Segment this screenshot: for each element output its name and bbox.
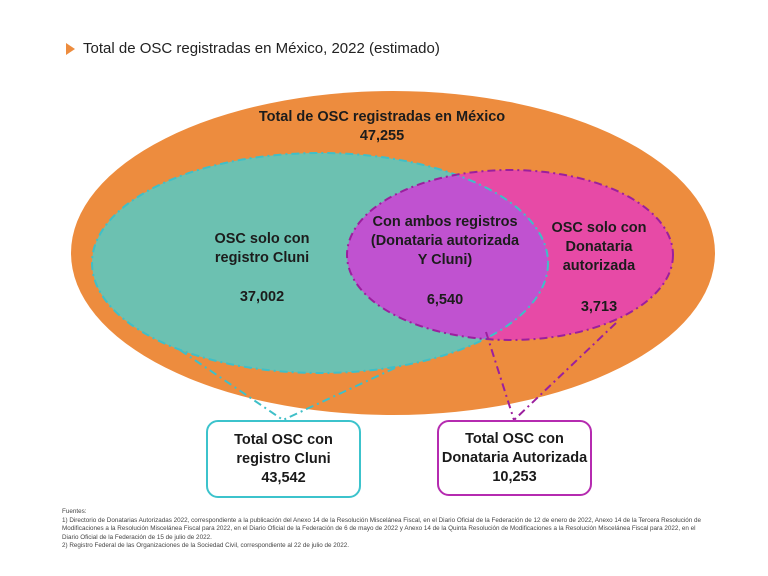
cluni-ellipse-outline (91, 152, 549, 374)
chart-title: Total de OSC registradas en México, 2022… (66, 40, 440, 57)
source-item-1: 1) Directorio de Donatarias Autorizadas … (62, 516, 702, 541)
source-item-2: 2) Registro Federal de las Organizacione… (62, 542, 350, 550)
total-cluni-box: Total OSC con registro Cluni 43,542 (206, 420, 361, 498)
sources-heading: Fuentes: (62, 508, 87, 515)
donataria-only-label-line1: OSC solo con (551, 220, 646, 236)
donataria-only-label-line2: Donataria (566, 239, 634, 255)
cluni-connector-left (179, 349, 284, 421)
cluni-only-label-line2: registro Cluni (215, 250, 309, 266)
total-cluni-line1: Total OSC con (234, 431, 333, 448)
donataria-connector-right (513, 322, 617, 421)
total-donataria-value: 10,253 (492, 468, 537, 485)
outer-value: 47,255 (360, 128, 404, 144)
title-text: Total de OSC registradas en México, 2022… (83, 40, 440, 57)
cluni-only-label-line1: OSC solo con (214, 231, 309, 247)
intersection-region (347, 170, 548, 340)
cluni-connector-right (282, 367, 396, 421)
both-value: 6,540 (427, 292, 463, 308)
sources-footnote: Fuentes: 1) Directorio de Donatarias Aut… (62, 508, 712, 551)
donataria-only-label-line3: autorizada (563, 258, 636, 274)
total-donataria-box: Total OSC con Donataria Autorizada 10,25… (437, 420, 592, 496)
both-label-line2: (Donataria autorizada (371, 233, 520, 249)
total-donataria-line2: Donataria Autorizada (441, 449, 588, 466)
total-donataria-line1: Total OSC con (465, 430, 564, 447)
total-cluni-line2: registro Cluni (236, 450, 331, 467)
both-label-line1: Con ambos registros (372, 214, 517, 230)
donataria-only-value: 3,713 (581, 299, 617, 315)
total-cluni-value: 43,542 (261, 469, 306, 486)
both-label-line3: Y Cluni) (418, 252, 473, 268)
donataria-ellipse-outline (346, 169, 674, 341)
outer-label: Total de OSC registradas en México (259, 109, 505, 125)
triangle-bullet-icon (66, 42, 75, 55)
donataria-connector-left (485, 331, 515, 421)
cluni-only-value: 37,002 (240, 289, 284, 305)
